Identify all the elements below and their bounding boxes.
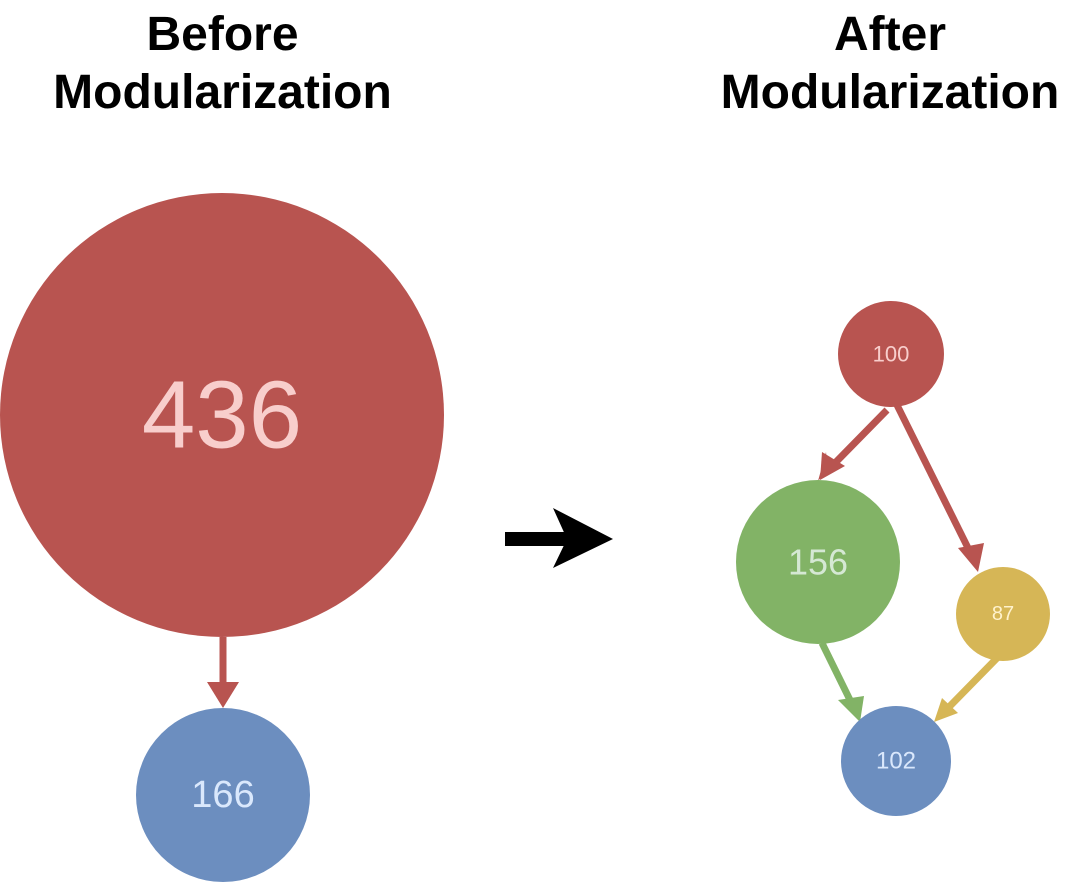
edge-after-156-102 xyxy=(818,641,864,722)
node-after-100-label: 100 xyxy=(873,342,910,367)
edge-after-87-102 xyxy=(934,652,1003,722)
node-after-102: 102 xyxy=(841,706,951,816)
transition-arrow-icon xyxy=(505,508,613,568)
node-before-166-label: 166 xyxy=(191,774,254,816)
node-before-436-label: 436 xyxy=(142,362,302,469)
edge-after-100-156 xyxy=(818,407,890,481)
node-after-156: 156 xyxy=(736,480,900,644)
node-after-87: 87 xyxy=(956,567,1050,661)
node-before-436: 436 xyxy=(0,193,444,637)
edge-before-436-166 xyxy=(207,637,239,708)
after-title: After Modularization xyxy=(690,6,1087,122)
after-title-line2: Modularization xyxy=(720,66,1060,119)
node-after-87-label: 87 xyxy=(992,603,1014,625)
after-title-line1: After xyxy=(833,8,946,61)
node-before-166: 166 xyxy=(136,708,310,882)
node-after-156-label: 156 xyxy=(788,542,848,583)
node-after-100: 100 xyxy=(838,301,944,407)
edge-after-100-87 xyxy=(893,403,984,572)
before-title-line1: Before xyxy=(146,8,299,61)
node-after-102-label: 102 xyxy=(876,748,916,775)
before-title: Before Modularization xyxy=(0,6,445,122)
before-title-line2: Modularization xyxy=(53,66,392,119)
